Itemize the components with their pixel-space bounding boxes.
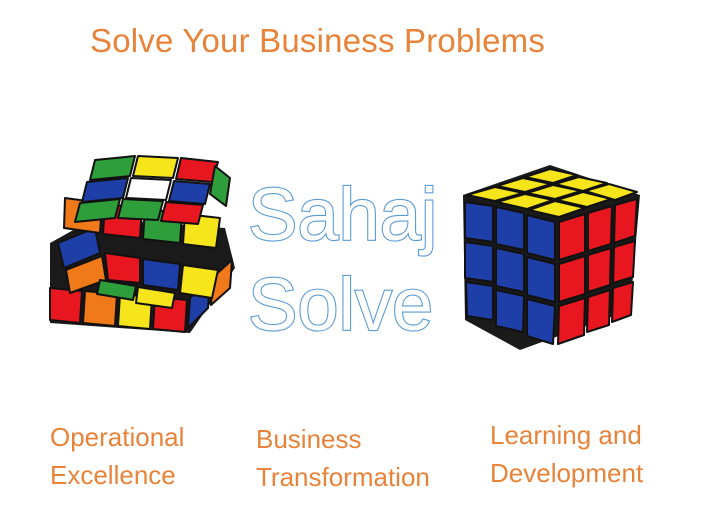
scrambled-rubiks-cube-image xyxy=(40,148,240,343)
slide-headline: Solve Your Business Problems xyxy=(90,22,546,59)
caption-business-transformation: Business Transformation xyxy=(256,420,430,496)
caption-line-1: Business xyxy=(256,424,362,454)
caption-line-2: Excellence xyxy=(50,460,176,490)
caption-line-1: Learning and xyxy=(490,420,642,450)
caption-line-2: Development xyxy=(490,458,644,488)
caption-operational-excellence: Operational Excellence xyxy=(50,418,184,494)
logo-line-solve: Solve xyxy=(248,263,433,346)
logo-line-sahaj: Sahaj xyxy=(248,173,437,256)
solved-rubiks-cube-image xyxy=(455,160,645,355)
caption-line-1: Operational xyxy=(50,422,185,452)
sahaj-solve-logo: Sahaj Solve xyxy=(238,162,458,352)
caption-line-2: Transformation xyxy=(256,462,430,492)
caption-learning-and-development: Learning and Development xyxy=(490,416,643,492)
